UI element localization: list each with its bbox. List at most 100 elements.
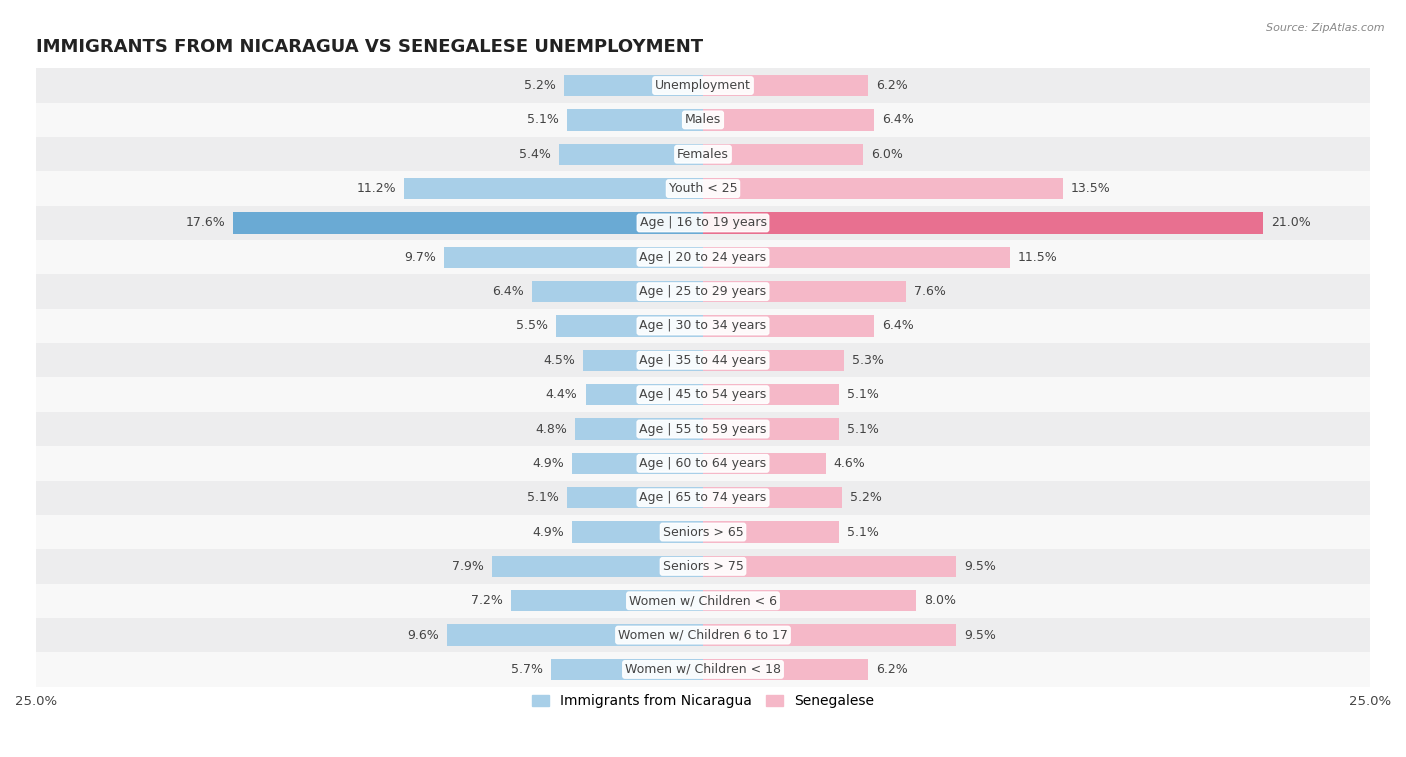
Text: 13.5%: 13.5% <box>1071 182 1111 195</box>
Bar <box>37 446 1369 481</box>
Bar <box>703 522 839 543</box>
Bar <box>492 556 703 577</box>
Text: Males: Males <box>685 114 721 126</box>
Bar <box>586 384 703 405</box>
Text: 9.6%: 9.6% <box>408 628 439 642</box>
Text: 11.2%: 11.2% <box>357 182 396 195</box>
Text: 5.4%: 5.4% <box>519 148 551 160</box>
Bar <box>37 240 1369 275</box>
Bar <box>37 550 1369 584</box>
Text: 6.4%: 6.4% <box>492 285 524 298</box>
Text: IMMIGRANTS FROM NICARAGUA VS SENEGALESE UNEMPLOYMENT: IMMIGRANTS FROM NICARAGUA VS SENEGALESE … <box>37 38 703 56</box>
Bar <box>37 618 1369 653</box>
Bar <box>703 350 845 371</box>
Bar <box>575 419 703 440</box>
Text: Women w/ Children < 6: Women w/ Children < 6 <box>628 594 778 607</box>
Text: 4.8%: 4.8% <box>536 422 567 435</box>
Text: 5.2%: 5.2% <box>849 491 882 504</box>
Bar <box>703 625 956 646</box>
Text: 6.2%: 6.2% <box>876 79 908 92</box>
Bar <box>557 316 703 337</box>
Text: 11.5%: 11.5% <box>1018 251 1057 263</box>
Bar <box>37 171 1369 206</box>
Bar <box>444 247 703 268</box>
Bar <box>37 584 1369 618</box>
Bar <box>447 625 703 646</box>
Text: 4.9%: 4.9% <box>533 457 564 470</box>
Text: Women w/ Children < 18: Women w/ Children < 18 <box>626 663 780 676</box>
Legend: Immigrants from Nicaragua, Senegalese: Immigrants from Nicaragua, Senegalese <box>527 689 879 714</box>
Bar <box>703 590 917 612</box>
Bar <box>37 275 1369 309</box>
Text: Seniors > 65: Seniors > 65 <box>662 525 744 538</box>
Text: 4.6%: 4.6% <box>834 457 866 470</box>
Bar <box>37 206 1369 240</box>
Text: 17.6%: 17.6% <box>186 217 225 229</box>
Text: Unemployment: Unemployment <box>655 79 751 92</box>
Text: Females: Females <box>678 148 728 160</box>
Bar <box>533 281 703 302</box>
Bar <box>37 309 1369 343</box>
Text: Age | 25 to 29 years: Age | 25 to 29 years <box>640 285 766 298</box>
Bar <box>560 144 703 165</box>
Text: Source: ZipAtlas.com: Source: ZipAtlas.com <box>1267 23 1385 33</box>
Text: 8.0%: 8.0% <box>924 594 956 607</box>
Bar <box>404 178 703 199</box>
Bar <box>703 659 869 680</box>
Bar <box>37 68 1369 103</box>
Bar <box>703 75 869 96</box>
Text: 5.1%: 5.1% <box>846 525 879 538</box>
Text: 4.4%: 4.4% <box>546 388 578 401</box>
Bar <box>583 350 703 371</box>
Bar <box>567 487 703 509</box>
Bar <box>703 247 1010 268</box>
Bar <box>703 144 863 165</box>
Text: 5.1%: 5.1% <box>846 388 879 401</box>
Text: Age | 65 to 74 years: Age | 65 to 74 years <box>640 491 766 504</box>
Bar <box>37 137 1369 171</box>
Text: 6.2%: 6.2% <box>876 663 908 676</box>
Bar <box>37 412 1369 446</box>
Bar <box>703 316 873 337</box>
Text: Seniors > 75: Seniors > 75 <box>662 560 744 573</box>
Text: 5.7%: 5.7% <box>510 663 543 676</box>
Bar <box>551 659 703 680</box>
Bar <box>703 109 873 130</box>
Text: 9.5%: 9.5% <box>965 628 997 642</box>
Bar <box>703 178 1063 199</box>
Text: 7.6%: 7.6% <box>914 285 946 298</box>
Text: 5.1%: 5.1% <box>846 422 879 435</box>
Text: 4.9%: 4.9% <box>533 525 564 538</box>
Bar <box>703 384 839 405</box>
Bar <box>703 453 825 474</box>
Text: 7.2%: 7.2% <box>471 594 503 607</box>
Bar <box>703 281 905 302</box>
Text: Age | 30 to 34 years: Age | 30 to 34 years <box>640 319 766 332</box>
Text: 6.0%: 6.0% <box>872 148 903 160</box>
Text: Women w/ Children 6 to 17: Women w/ Children 6 to 17 <box>619 628 787 642</box>
Text: 21.0%: 21.0% <box>1271 217 1310 229</box>
Text: 5.1%: 5.1% <box>527 491 560 504</box>
Bar <box>703 487 842 509</box>
Text: Age | 35 to 44 years: Age | 35 to 44 years <box>640 354 766 367</box>
Text: 5.2%: 5.2% <box>524 79 557 92</box>
Bar <box>37 653 1369 687</box>
Bar <box>37 378 1369 412</box>
Bar <box>37 481 1369 515</box>
Text: 5.3%: 5.3% <box>852 354 884 367</box>
Text: 4.5%: 4.5% <box>543 354 575 367</box>
Bar <box>37 343 1369 378</box>
Text: Youth < 25: Youth < 25 <box>669 182 737 195</box>
Bar <box>703 212 1263 234</box>
Text: 5.1%: 5.1% <box>527 114 560 126</box>
Text: Age | 45 to 54 years: Age | 45 to 54 years <box>640 388 766 401</box>
Text: 7.9%: 7.9% <box>453 560 484 573</box>
Bar <box>703 419 839 440</box>
Text: 6.4%: 6.4% <box>882 114 914 126</box>
Bar <box>37 103 1369 137</box>
Text: Age | 60 to 64 years: Age | 60 to 64 years <box>640 457 766 470</box>
Text: 9.7%: 9.7% <box>405 251 436 263</box>
Text: 6.4%: 6.4% <box>882 319 914 332</box>
Text: Age | 16 to 19 years: Age | 16 to 19 years <box>640 217 766 229</box>
Text: Age | 55 to 59 years: Age | 55 to 59 years <box>640 422 766 435</box>
